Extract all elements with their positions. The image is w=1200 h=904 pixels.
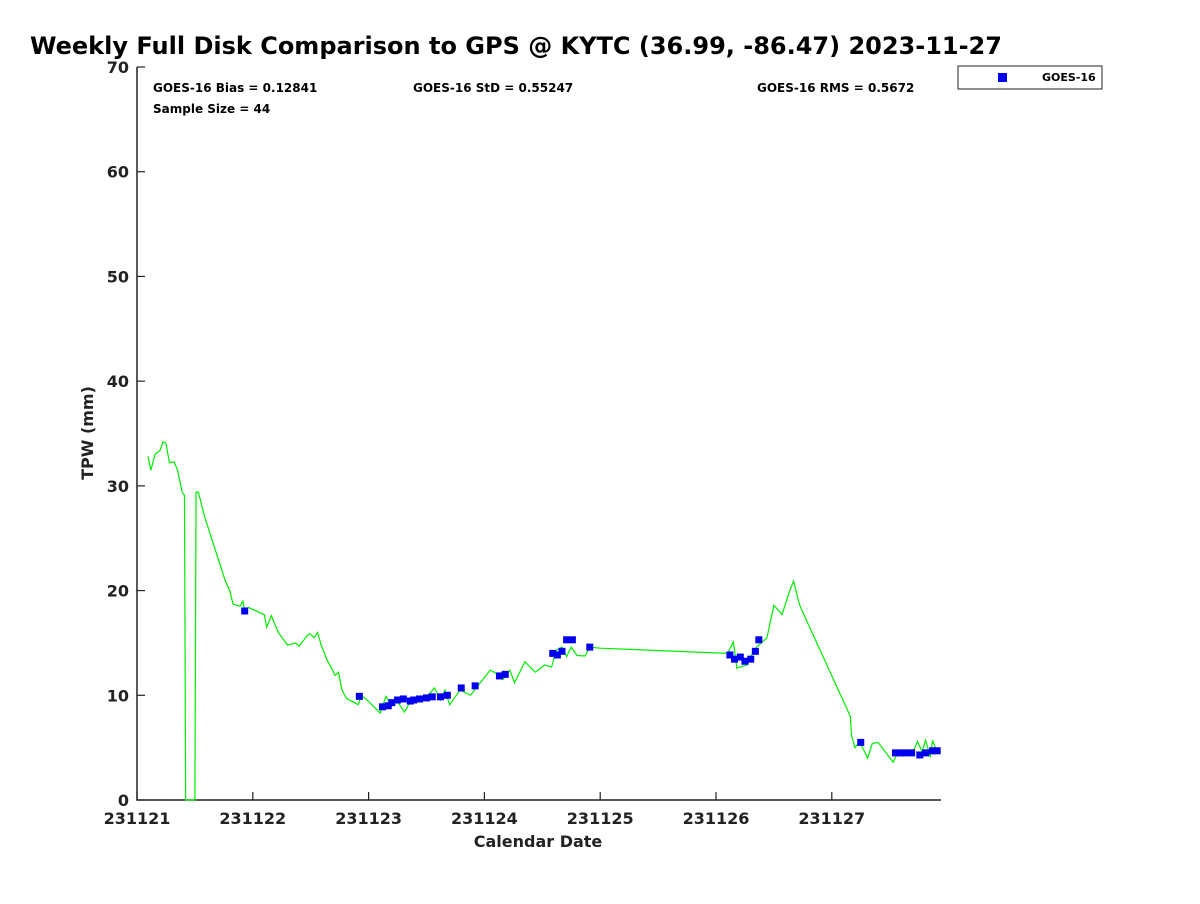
goes16-point xyxy=(916,751,924,759)
goes16-point xyxy=(922,749,930,757)
goes16-point xyxy=(747,655,755,663)
x-tick-label: 231121 xyxy=(104,809,171,828)
std-stat: GOES-16 StD = 0.55247 xyxy=(413,81,573,95)
y-tick-label: 60 xyxy=(107,163,129,182)
goes16-point xyxy=(388,699,396,707)
rms-stat: GOES-16 RMS = 0.5672 xyxy=(757,81,914,95)
goes16-point xyxy=(443,691,451,699)
legend-marker-goes16 xyxy=(998,73,1007,82)
y-tick-label: 30 xyxy=(107,477,129,496)
goes16-point xyxy=(736,653,744,661)
goes16-point xyxy=(563,636,571,644)
goes16-point xyxy=(902,749,910,757)
goes16-point xyxy=(726,651,734,659)
goes16-point xyxy=(457,684,465,692)
goes16-point xyxy=(394,696,402,704)
goes16-point xyxy=(751,647,759,655)
goes16-point xyxy=(857,738,865,746)
chart-title: Weekly Full Disk Comparison to GPS @ KYT… xyxy=(30,32,1002,60)
goes16-point xyxy=(378,703,386,711)
goes16-point xyxy=(355,692,363,700)
bias-stat: GOES-16 Bias = 0.12841 xyxy=(153,81,317,95)
goes16-point xyxy=(553,651,561,659)
goes16-point xyxy=(908,749,916,757)
x-axis-label: Calendar Date xyxy=(474,832,603,851)
legend-box xyxy=(957,65,1103,90)
goes16-point xyxy=(929,747,937,755)
goes16-point xyxy=(416,695,424,703)
goes16-point xyxy=(399,695,407,703)
goes16-point xyxy=(891,749,899,757)
goes16-point xyxy=(568,636,576,644)
goes16-point xyxy=(897,749,905,757)
goes16-point xyxy=(731,655,739,663)
x-tick-label: 231123 xyxy=(335,809,402,828)
goes16-point xyxy=(741,657,749,665)
plot-area: 231121 231122 231123 231124 231125 231126 2311… xyxy=(104,58,941,828)
x-tick-label: 231124 xyxy=(451,809,518,828)
goes16-point xyxy=(501,670,509,678)
y-axis-label: TPW (mm) xyxy=(78,386,97,480)
x-tick-label: 231122 xyxy=(219,809,286,828)
gps-series-line xyxy=(147,441,941,801)
axes-frame xyxy=(136,67,941,801)
goes16-point xyxy=(423,694,430,702)
y-tick-label: 0 xyxy=(118,791,129,810)
goes16-point xyxy=(410,696,418,704)
goes16-point xyxy=(586,643,594,651)
goes16-point xyxy=(933,747,941,755)
y-tick-label: 70 xyxy=(107,58,129,77)
goes16-point xyxy=(549,649,557,657)
x-tick-label: 231127 xyxy=(798,809,865,828)
goes16-point xyxy=(241,607,249,615)
y-tick-label: 20 xyxy=(107,582,129,601)
goes16-point xyxy=(558,647,566,655)
sample-size-stat: Sample Size = 44 xyxy=(153,102,270,116)
y-tick-label: 50 xyxy=(107,267,129,286)
goes16-point xyxy=(755,636,763,644)
y-tick-label: 40 xyxy=(107,372,129,391)
x-tick-label: 231126 xyxy=(683,809,750,828)
goes16-point xyxy=(471,682,479,690)
goes16-point xyxy=(495,672,503,680)
legend: GOES-16 xyxy=(957,65,1103,90)
legend-label-goes16: GOES-16 xyxy=(1042,71,1096,84)
y-tick-label: 10 xyxy=(107,686,129,705)
goes16-point xyxy=(428,693,436,701)
goes16-point xyxy=(436,693,444,701)
x-tick-label: 231125 xyxy=(567,809,634,828)
